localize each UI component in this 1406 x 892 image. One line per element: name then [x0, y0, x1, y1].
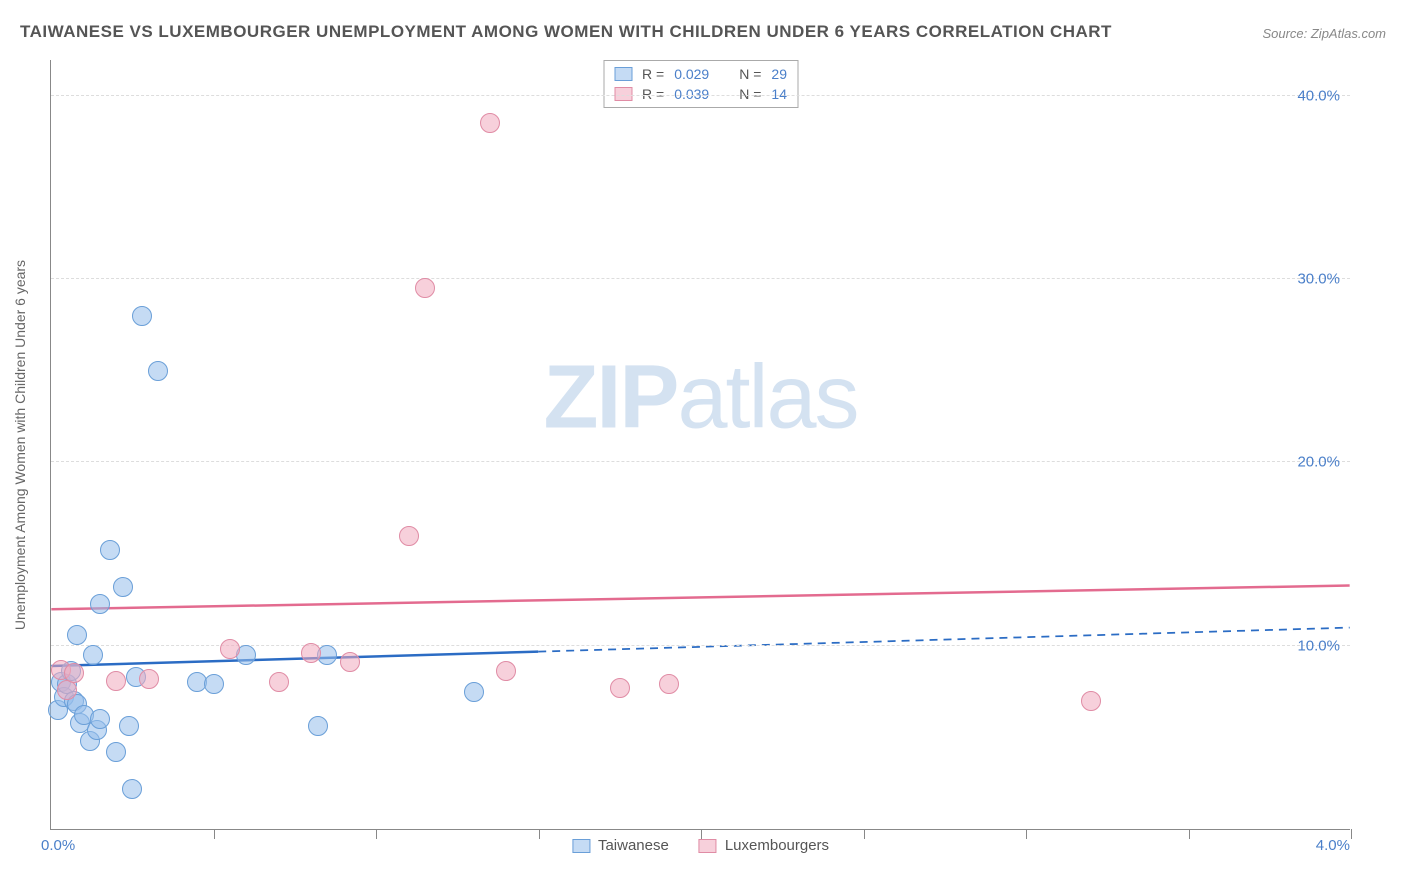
data-point	[106, 742, 126, 762]
legend-series-item: Taiwanese	[572, 837, 669, 854]
data-point	[106, 671, 126, 691]
y-tick-label: 40.0%	[1297, 87, 1340, 104]
data-point	[64, 663, 84, 683]
data-point	[220, 639, 240, 659]
legend-series-label: Taiwanese	[598, 837, 669, 854]
chart-area: Unemployment Among Women with Children U…	[50, 60, 1350, 830]
chart-title: TAIWANESE VS LUXEMBOURGER UNEMPLOYMENT A…	[20, 22, 1112, 42]
legend-correlation: R =0.029N =29R =0.039N =14	[603, 60, 798, 108]
data-point	[113, 577, 133, 597]
x-tick	[1026, 829, 1027, 839]
data-point	[464, 682, 484, 702]
data-point	[90, 594, 110, 614]
legend-n-label: N =	[739, 66, 761, 82]
x-tick	[539, 829, 540, 839]
plot-region: ZIPatlas R =0.029N =29R =0.039N =14 Taiw…	[50, 60, 1350, 830]
y-tick-label: 10.0%	[1297, 637, 1340, 654]
legend-n-value: 29	[771, 66, 787, 82]
data-point	[308, 716, 328, 736]
legend-correlation-row: R = 0.029 N = 29	[614, 64, 787, 84]
trend-line	[51, 652, 538, 666]
x-axis-min-label: 0.0%	[41, 837, 75, 854]
x-axis-max-label: 4.0%	[1316, 837, 1350, 854]
data-point	[399, 526, 419, 546]
watermark-zip: ZIP	[543, 348, 677, 448]
y-tick-label: 30.0%	[1297, 271, 1340, 288]
data-point	[340, 652, 360, 672]
x-tick	[864, 829, 865, 839]
legend-series: Taiwanese Luxembourgers	[572, 837, 829, 854]
x-tick	[214, 829, 215, 839]
data-point	[90, 709, 110, 729]
legend-series-label: Luxembourgers	[725, 837, 829, 854]
data-point	[100, 540, 120, 560]
watermark-atlas: atlas	[677, 348, 857, 448]
y-tick-label: 20.0%	[1297, 454, 1340, 471]
data-point	[659, 674, 679, 694]
gridline	[51, 461, 1350, 462]
data-point	[301, 643, 321, 663]
data-point	[1081, 691, 1101, 711]
x-tick	[701, 829, 702, 839]
x-tick	[1189, 829, 1190, 839]
legend-swatch	[699, 839, 717, 853]
y-axis-label: Unemployment Among Women with Children U…	[12, 260, 28, 630]
data-point	[415, 278, 435, 298]
data-point	[83, 645, 103, 665]
data-point	[132, 306, 152, 326]
data-point	[148, 361, 168, 381]
gridline	[51, 278, 1350, 279]
gridline	[51, 95, 1350, 96]
x-tick	[376, 829, 377, 839]
legend-swatch	[614, 67, 632, 81]
trend-lines-layer	[51, 60, 1350, 829]
data-point	[204, 674, 224, 694]
data-point	[480, 113, 500, 133]
source-attribution: Source: ZipAtlas.com	[1262, 26, 1386, 41]
data-point	[496, 661, 516, 681]
legend-swatch	[572, 839, 590, 853]
legend-r-label: R =	[642, 66, 664, 82]
data-point	[67, 625, 87, 645]
data-point	[610, 678, 630, 698]
data-point	[139, 669, 159, 689]
data-point	[122, 779, 142, 799]
x-tick	[1351, 829, 1352, 839]
legend-series-item: Luxembourgers	[699, 837, 829, 854]
data-point	[269, 672, 289, 692]
trend-line-dashed	[538, 628, 1349, 652]
legend-r-value: 0.029	[674, 66, 709, 82]
watermark: ZIPatlas	[543, 347, 857, 450]
trend-line	[51, 585, 1349, 609]
data-point	[119, 716, 139, 736]
